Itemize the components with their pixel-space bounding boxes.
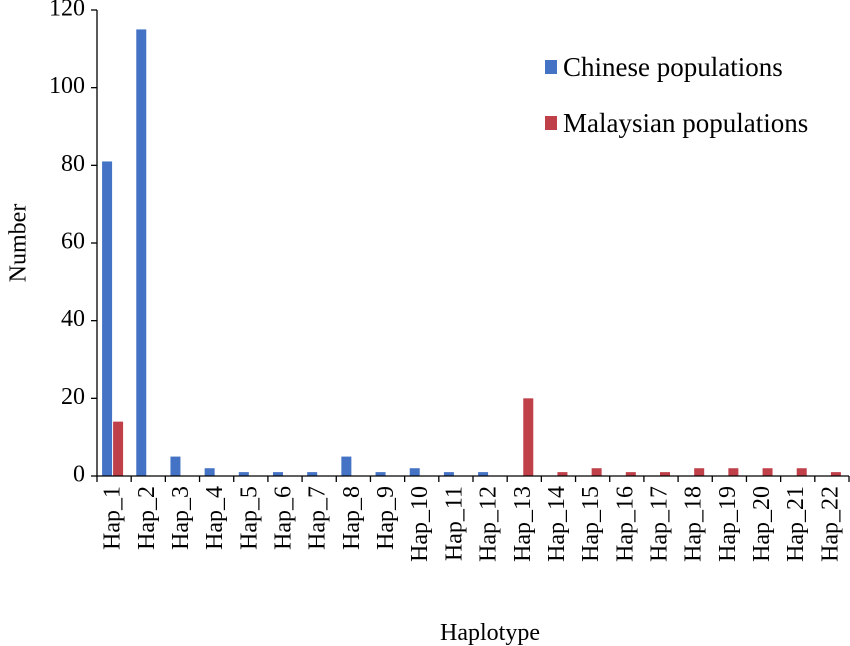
bar-malaysian-hap-22 — [830, 472, 841, 476]
y-tick-label: 20 — [61, 384, 85, 410]
bar-chinese-hap-6 — [273, 472, 283, 476]
x-tick-label: Hap_3 — [168, 486, 194, 550]
bar-chinese-hap-5 — [238, 472, 249, 476]
x-tick-label: Hap_12 — [476, 486, 502, 562]
bar-malaysian-hap-1 — [113, 421, 124, 476]
x-tick-label: Hap_21 — [783, 486, 809, 562]
legend-swatch-malaysian — [545, 116, 557, 130]
x-tick-label: Hap_11 — [441, 486, 467, 561]
x-axis-ticks: Hap_1 Hap_2 Hap_3 Hap_4 Hap_5 Hap_6 Hap_7 Hap_8… — [96, 476, 850, 562]
bar-chinese-hap-4 — [204, 468, 215, 476]
x-tick-label: Hap_15 — [578, 486, 604, 562]
legend-item-chinese: Chinese populations — [545, 52, 783, 82]
y-axis-ticks: 0 20 40 60 80 100 120 — [49, 0, 97, 488]
x-tick-label: Hap_1 — [100, 486, 126, 550]
x-tick-label: Hap_8 — [339, 486, 365, 550]
y-axis-title: Number — [6, 204, 32, 283]
x-axis-title: Haplotype — [440, 620, 540, 646]
bar-chinese-hap-11 — [443, 472, 454, 476]
bar-malaysian-hap-16 — [625, 472, 636, 476]
x-tick-label: Hap_18 — [681, 486, 707, 562]
x-tick-label: Hap_19 — [715, 486, 741, 562]
bar-chinese-hap-7 — [307, 472, 318, 476]
legend-label-chinese: Chinese populations — [563, 52, 783, 82]
x-tick-label: Hap_17 — [647, 486, 673, 562]
y-tick-label: 120 — [49, 0, 85, 22]
y-tick-label: 100 — [49, 73, 85, 99]
bar-malaysian-hap-14 — [557, 472, 568, 476]
bar-chinese-hap-1 — [102, 161, 113, 476]
y-tick-label: 60 — [61, 229, 85, 255]
bar-malaysian-hap-13 — [523, 398, 534, 476]
x-tick-label: Hap_20 — [749, 486, 775, 562]
x-tick-label: Hap_16 — [612, 486, 638, 562]
bars — [102, 29, 841, 477]
bar-chinese-hap-8 — [341, 456, 352, 476]
bar-malaysian-hap-21 — [796, 468, 807, 476]
x-tick-label: Hap_9 — [373, 486, 399, 550]
legend-label-malaysian: Malaysian populations — [563, 108, 808, 138]
bar-chinese-hap-12 — [478, 472, 489, 476]
x-tick-label: Hap_14 — [544, 486, 570, 562]
bar-malaysian-hap-19 — [728, 468, 739, 476]
x-tick-label: Hap_6 — [271, 486, 297, 550]
x-tick-label: Hap_7 — [305, 486, 331, 550]
bar-malaysian-hap-17 — [660, 472, 670, 476]
y-tick-label: 40 — [61, 306, 85, 332]
bar-malaysian-hap-18 — [694, 468, 705, 476]
x-tick-label: Hap_2 — [134, 486, 160, 550]
bar-chinese-hap-9 — [375, 472, 386, 476]
bar-malaysian-hap-20 — [762, 468, 773, 476]
legend-item-malaysian: Malaysian populations — [545, 108, 808, 138]
x-tick-label: Hap_13 — [510, 486, 536, 562]
x-tick-label: Hap_22 — [817, 486, 843, 562]
x-tick-label: Hap_5 — [236, 486, 262, 550]
y-tick-label: 80 — [61, 151, 85, 177]
x-tick-label: Hap_4 — [202, 486, 228, 550]
bar-malaysian-hap-15 — [591, 468, 602, 476]
legend: Chinese populations Malaysian population… — [545, 52, 808, 138]
y-tick-label: 0 — [73, 462, 85, 488]
legend-swatch-chinese — [545, 60, 557, 74]
bar-chinese-hap-10 — [409, 468, 420, 476]
bar-chinese-hap-2 — [136, 29, 147, 477]
bar-chinese-hap-3 — [170, 456, 181, 476]
x-tick-label: Hap_10 — [407, 486, 433, 562]
